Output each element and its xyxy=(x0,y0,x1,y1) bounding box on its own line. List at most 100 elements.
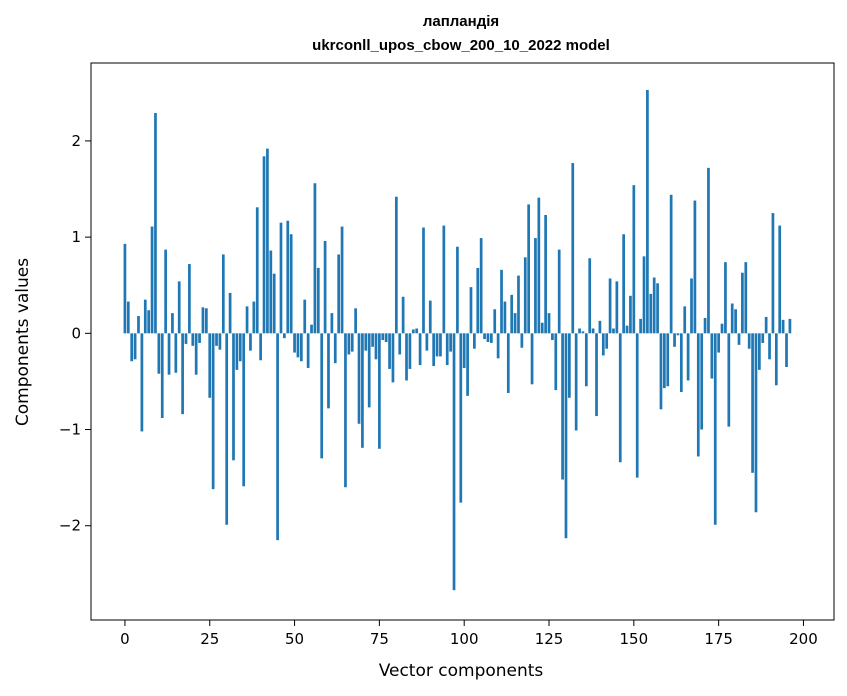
bar xyxy=(656,283,659,334)
plot-area-frame xyxy=(90,62,835,621)
bar xyxy=(154,113,157,334)
bar xyxy=(354,308,357,334)
bar xyxy=(503,301,507,334)
bar xyxy=(618,333,622,463)
bar xyxy=(710,333,714,379)
bar xyxy=(432,333,436,367)
bar xyxy=(279,222,283,334)
bar xyxy=(126,301,130,334)
bar xyxy=(425,333,429,351)
bar xyxy=(520,333,524,348)
bar xyxy=(479,238,483,334)
x-tick-label: 0 xyxy=(120,630,130,648)
bar xyxy=(761,333,765,343)
bar xyxy=(367,333,371,408)
bar xyxy=(673,333,676,347)
x-tick-label: 200 xyxy=(789,630,818,648)
bar xyxy=(364,333,368,351)
bar xyxy=(198,333,201,343)
bar xyxy=(439,333,442,357)
x-axis-label: Vector components xyxy=(379,661,544,681)
bar xyxy=(561,333,564,480)
x-tick-label: 75 xyxy=(370,630,389,648)
x-tick-label: 125 xyxy=(535,630,564,648)
bar xyxy=(171,313,174,334)
bar xyxy=(401,296,405,334)
bar xyxy=(333,333,337,364)
bar xyxy=(435,333,439,357)
bar xyxy=(778,225,782,334)
bar xyxy=(578,328,581,334)
chart-title-line1: лапландія xyxy=(423,13,499,30)
bar xyxy=(758,333,761,370)
bar xyxy=(255,207,259,334)
bar xyxy=(228,292,232,334)
bar xyxy=(391,333,395,383)
bar xyxy=(408,333,412,369)
bar xyxy=(551,333,554,341)
bar xyxy=(669,194,673,334)
bar xyxy=(591,328,595,334)
bar xyxy=(547,313,551,334)
bar xyxy=(140,333,144,432)
bar xyxy=(608,278,612,334)
bar xyxy=(774,333,778,386)
bar xyxy=(568,333,571,398)
bar xyxy=(676,333,680,336)
bar xyxy=(442,225,446,334)
bar xyxy=(452,333,456,591)
bar xyxy=(537,197,541,334)
bar xyxy=(357,333,361,424)
bar xyxy=(215,333,218,346)
bar xyxy=(188,264,191,334)
bar xyxy=(201,307,205,334)
bar xyxy=(615,281,619,334)
bar xyxy=(625,325,629,334)
bar xyxy=(720,323,724,334)
bar xyxy=(384,333,388,342)
bar xyxy=(730,303,734,334)
bar xyxy=(564,333,568,539)
bar xyxy=(629,295,632,334)
bar xyxy=(204,308,208,334)
bar xyxy=(283,333,286,339)
bar xyxy=(330,313,334,334)
bar xyxy=(157,333,161,374)
bar xyxy=(588,258,592,334)
bar xyxy=(133,333,137,360)
bar xyxy=(449,333,452,352)
bar xyxy=(445,333,449,366)
bar xyxy=(581,331,585,334)
bar xyxy=(456,246,459,334)
bar xyxy=(143,299,147,334)
bar xyxy=(571,163,575,334)
bar xyxy=(683,306,687,334)
bar xyxy=(747,333,751,349)
bar xyxy=(418,333,422,366)
bar xyxy=(350,333,354,352)
bar xyxy=(405,333,408,381)
bar xyxy=(510,294,514,334)
bar xyxy=(235,333,239,370)
bar xyxy=(422,227,425,334)
bar xyxy=(788,318,792,334)
bar xyxy=(327,333,330,409)
x-tick-label: 150 xyxy=(620,630,649,648)
bar xyxy=(632,185,636,334)
y-tick-label: 1 xyxy=(71,228,81,246)
bar xyxy=(744,262,748,334)
bar xyxy=(184,333,188,344)
y-tick-label: −2 xyxy=(59,517,81,535)
bar xyxy=(428,300,432,334)
bar xyxy=(530,333,534,385)
bar xyxy=(622,234,626,334)
bar xyxy=(700,333,704,430)
bar xyxy=(147,310,151,334)
bar xyxy=(411,329,415,334)
bar xyxy=(493,309,497,334)
bar xyxy=(150,226,154,334)
bar xyxy=(768,333,771,360)
bar xyxy=(557,249,561,334)
bar xyxy=(554,333,558,391)
